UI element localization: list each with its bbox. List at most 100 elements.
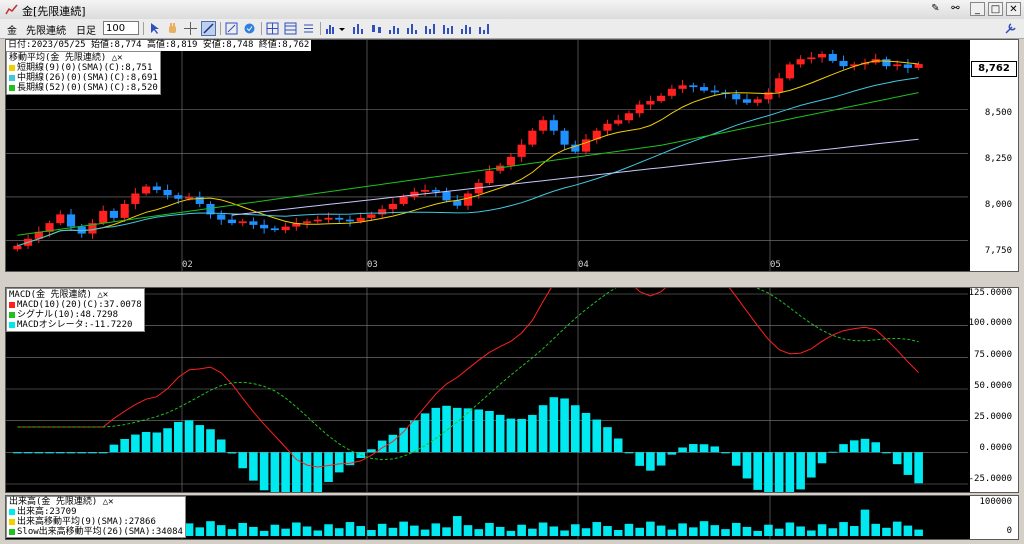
candle-chart-icon[interactable]: [369, 21, 384, 36]
settings-wrench-icon[interactable]: [1003, 21, 1018, 36]
volume-legend[interactable]: 出来高(金 先限連続) △✕ 出来高:23709 出来高移動平均(9)(SMA)…: [6, 496, 186, 538]
compare-chart-icon[interactable]: [477, 21, 492, 36]
cursor-icon[interactable]: [147, 21, 162, 36]
macd-oscillator-bar: [860, 438, 870, 453]
price-chart[interactable]: [6, 40, 1018, 271]
date-axis-label: 04: [578, 260, 589, 270]
candle-body: [603, 123, 612, 131]
volume-bar: [774, 528, 784, 536]
candle-body: [195, 196, 204, 204]
short-ma-line: [17, 60, 919, 247]
volume-bar: [624, 523, 634, 536]
bar-chart-icon[interactable]: [351, 21, 366, 36]
link-icon[interactable]: ⚯: [951, 3, 960, 14]
volume-bar: [442, 527, 451, 536]
candle-body: [249, 221, 258, 225]
crosshair-icon[interactable]: [183, 21, 198, 36]
toolbar-divider: [261, 22, 262, 35]
macd-chart[interactable]: [6, 288, 1018, 492]
macd-oscillator-bar: [581, 412, 591, 453]
legend-color-swatch: [9, 301, 15, 308]
macd-oscillator-bar: [903, 452, 913, 475]
legend-close-icon[interactable]: △✕: [111, 53, 123, 63]
toolbar: 金 先限連続 日足 100: [0, 19, 1024, 39]
macd-oscillator-bar: [23, 452, 33, 454]
volume-bar: [420, 529, 430, 536]
ma-legend[interactable]: 移動平均(金 先限連続) △✕ 短期線(9)(0)(SMA)(C):8,751 …: [6, 51, 161, 95]
legend-close-icon[interactable]: △✕: [97, 290, 109, 300]
trendline-icon[interactable]: [201, 21, 216, 36]
count-input[interactable]: 100: [103, 21, 139, 35]
symbol-label[interactable]: 金: [7, 26, 17, 37]
candle-body: [796, 59, 805, 65]
macd-oscillator-bar: [817, 452, 827, 464]
candle-body: [421, 189, 430, 192]
toolbar-divider: [220, 22, 221, 35]
price-chart-pane[interactable]: 8,500 8,250 8,000 7,750 8,762 02 03 04 0…: [5, 39, 1019, 272]
price-axis-label: 7,750: [984, 246, 1012, 256]
legend-color-swatch: [9, 74, 15, 81]
macd-oscillator-bar: [141, 431, 151, 453]
volume-bar: [302, 526, 312, 536]
volume-chart-icon[interactable]: [387, 21, 402, 36]
legend-color-swatch: [9, 64, 15, 71]
volume-bar: [485, 522, 494, 536]
table-icon[interactable]: [283, 21, 298, 36]
macd-oscillator-bar: [892, 452, 902, 465]
grid-icon[interactable]: [265, 21, 280, 36]
list-icon[interactable]: [301, 21, 316, 36]
macd-legend[interactable]: MACD(金 先限連続) △✕ MACD(10)(20)(C):37.0078 …: [6, 288, 145, 332]
candle-body: [238, 221, 247, 224]
candle-body: [335, 217, 344, 220]
macd-oscillator-bar: [131, 434, 140, 453]
candle-body: [453, 200, 462, 206]
candle-body: [120, 203, 129, 218]
candle-body: [345, 219, 355, 222]
maximize-button[interactable]: □: [988, 2, 1003, 16]
legend-color-swatch: [9, 311, 15, 318]
volume-chart-pane[interactable]: 100000 0 出来高(金 先限連続) △✕ 出来高:23709 出来高移動平…: [5, 495, 1019, 540]
oscillator-icon[interactable]: [423, 21, 438, 36]
macd-oscillator-bar: [45, 452, 54, 454]
macd-legend-item: MACDオシレータ:-11.7220: [17, 320, 133, 330]
volume-bar: [892, 521, 902, 536]
volume-legend-item: 出来高移動平均(9)(SMA):27866: [17, 517, 156, 527]
macd-oscillator-bar: [656, 452, 666, 466]
macd-oscillator-bar: [77, 452, 87, 454]
macd-oscillator-bar: [849, 440, 859, 453]
macd-oscillator-bar: [281, 452, 290, 492]
volume-bar: [592, 522, 602, 536]
hand-icon[interactable]: [165, 21, 180, 36]
indicator-dropdown-icon[interactable]: [324, 21, 348, 36]
legend-color-swatch: [9, 528, 15, 535]
toolbar-divider: [320, 22, 321, 35]
candle-body: [807, 57, 816, 60]
volume-bar: [399, 521, 408, 536]
candle-body: [109, 210, 119, 218]
volume-bar: [699, 521, 709, 536]
macd-oscillator-bar: [399, 427, 408, 453]
pencil-icon[interactable]: ✎: [931, 3, 940, 14]
line-chart-icon[interactable]: [405, 21, 420, 36]
volume-bar: [710, 525, 720, 536]
indicator-icon[interactable]: [459, 21, 474, 36]
macd-oscillator-bar: [184, 420, 194, 453]
mid-ma-line: [17, 77, 919, 247]
minimize-button[interactable]: _: [970, 2, 985, 16]
refresh-icon[interactable]: [242, 21, 257, 36]
contract-label[interactable]: 先限連続: [26, 26, 66, 37]
macd-oscillator-bar: [216, 439, 226, 453]
histogram-icon[interactable]: [441, 21, 456, 36]
zoom-out-icon[interactable]: [224, 21, 239, 36]
legend-close-icon[interactable]: △✕: [102, 497, 114, 507]
close-button[interactable]: ✕: [1006, 2, 1021, 16]
volume-bar: [731, 522, 741, 536]
volume-bar: [785, 522, 795, 536]
volume-bar: [334, 528, 344, 536]
ma-legend-title: 移動平均(金 先限連続): [9, 53, 107, 63]
macd-axis: 125.0000 100.0000 75.0000 50.0000 25.000…: [969, 288, 1018, 492]
period-select[interactable]: 日足: [76, 26, 96, 37]
volume-bar: [281, 528, 290, 536]
macd-chart-pane[interactable]: 125.0000 100.0000 75.0000 50.0000 25.000…: [5, 287, 1019, 493]
candle-body: [163, 189, 172, 196]
